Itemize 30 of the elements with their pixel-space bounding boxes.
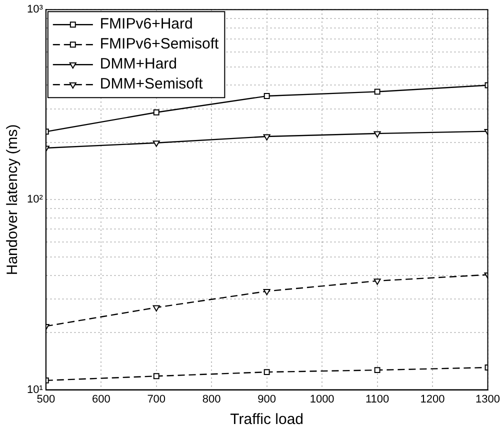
point bbox=[152, 305, 160, 312]
point bbox=[264, 369, 270, 376]
point bbox=[263, 134, 270, 141]
x-tick-label: 800 bbox=[202, 393, 221, 406]
x-tick-label: 1000 bbox=[310, 393, 334, 406]
legend-label: DMM+Hard bbox=[100, 56, 178, 73]
x-tick-label: 600 bbox=[92, 393, 110, 406]
point bbox=[153, 373, 160, 380]
legend-label: DMM+Semisoft bbox=[100, 76, 204, 93]
point bbox=[374, 367, 380, 374]
point bbox=[264, 93, 270, 100]
x-tick-label: 1200 bbox=[420, 393, 445, 406]
legend-label: FMIPv6+Semisoft bbox=[100, 36, 220, 53]
x-tick-label: 1100 bbox=[365, 393, 390, 406]
x-axis-title: Traffic load bbox=[230, 411, 304, 428]
x-tick-label: 500 bbox=[36, 393, 56, 406]
point bbox=[374, 88, 380, 95]
legend-label: FMIPv6+Hard bbox=[100, 16, 193, 33]
x-tick-label: 900 bbox=[258, 393, 276, 406]
point bbox=[153, 109, 160, 116]
y-tick-label: 10² bbox=[26, 194, 44, 206]
x-tick-label: 1300 bbox=[476, 393, 500, 406]
point bbox=[152, 140, 160, 147]
point bbox=[374, 278, 381, 285]
y-tick-label: 10¹ bbox=[26, 384, 44, 396]
point bbox=[374, 131, 381, 138]
y-axis-title: Handover latency (ms) bbox=[4, 124, 22, 276]
y-tick-label: 10³ bbox=[26, 4, 44, 16]
x-tick-label: 700 bbox=[147, 393, 166, 406]
point bbox=[263, 288, 270, 296]
